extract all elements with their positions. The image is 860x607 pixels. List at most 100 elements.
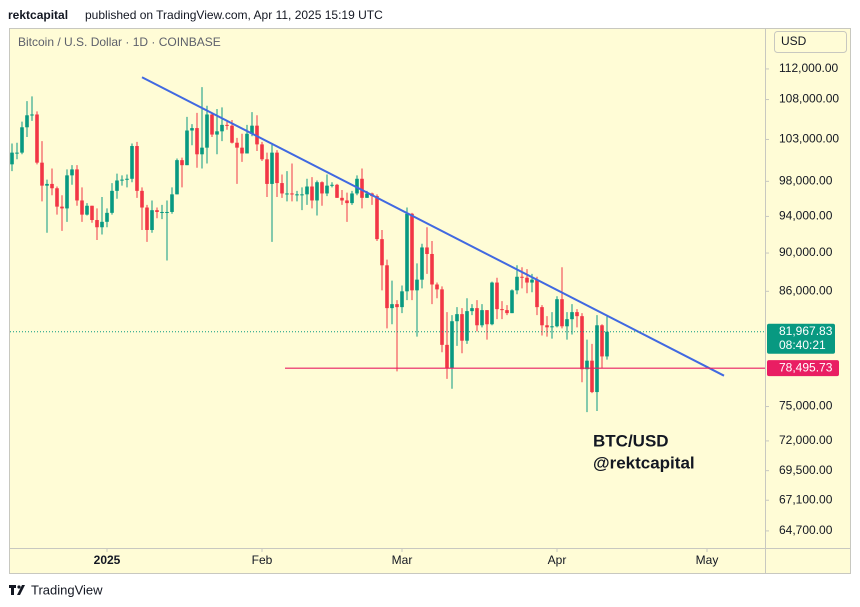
candle-body bbox=[420, 247, 424, 280]
candle-body bbox=[515, 276, 519, 291]
candle-body bbox=[225, 124, 229, 126]
candle-body bbox=[90, 205, 94, 221]
candle-body bbox=[465, 311, 469, 341]
y-tick-label: 86,000.00 bbox=[779, 283, 833, 297]
candle-body bbox=[180, 160, 184, 166]
candle-body bbox=[215, 131, 219, 135]
candle-body bbox=[275, 152, 279, 184]
candle-body bbox=[560, 299, 564, 327]
candle-body bbox=[450, 321, 454, 369]
y-tick-label: 98,000.00 bbox=[779, 174, 833, 188]
y-tick-label: 72,000.00 bbox=[779, 433, 833, 447]
candle-body bbox=[240, 147, 244, 154]
candle-body bbox=[580, 316, 584, 370]
candle-body bbox=[10, 152, 14, 165]
candle-body bbox=[405, 213, 409, 292]
candle-body bbox=[355, 178, 359, 194]
candle-body bbox=[250, 125, 254, 134]
candle-body bbox=[500, 309, 504, 311]
candle-body bbox=[320, 182, 324, 194]
candle-body bbox=[95, 220, 99, 228]
candle-body bbox=[300, 194, 304, 196]
candle-body bbox=[535, 279, 539, 308]
candle-body bbox=[425, 247, 429, 254]
candle-body bbox=[105, 212, 109, 222]
candle-body bbox=[205, 114, 209, 148]
publisher: rektcapital bbox=[8, 8, 68, 22]
plot-area bbox=[10, 76, 725, 413]
candle-body bbox=[490, 282, 494, 325]
candle-body bbox=[85, 205, 89, 215]
y-tick-label: 69,500.00 bbox=[779, 463, 833, 477]
candle-body bbox=[375, 196, 379, 240]
candle-body bbox=[470, 308, 474, 312]
candle-body bbox=[305, 186, 309, 195]
candle-body bbox=[475, 308, 479, 326]
candle-body bbox=[170, 194, 174, 212]
candle-body bbox=[360, 178, 364, 198]
candle-body bbox=[380, 239, 384, 266]
candle-body bbox=[185, 130, 189, 166]
y-tick-label: 94,000.00 bbox=[779, 209, 833, 223]
candle-body bbox=[115, 180, 119, 191]
candle-body bbox=[480, 310, 484, 326]
publish-info: published on TradingView.com, Apr 11, 20… bbox=[85, 8, 383, 22]
trendline bbox=[141, 76, 725, 377]
candle-body bbox=[350, 193, 354, 204]
candle-body bbox=[285, 193, 289, 195]
candle-body bbox=[325, 185, 329, 194]
candle-body bbox=[245, 133, 249, 154]
candle-body bbox=[20, 127, 24, 153]
candle-body bbox=[125, 178, 129, 180]
candle-body bbox=[265, 159, 269, 184]
candle-body bbox=[385, 265, 389, 309]
x-tick-label: Apr bbox=[548, 553, 567, 567]
candle-body bbox=[445, 344, 449, 369]
candle-body bbox=[605, 331, 609, 357]
y-tick-label: 64,700.00 bbox=[779, 523, 833, 537]
y-tick-label: 75,000.00 bbox=[779, 399, 833, 413]
candle-body bbox=[160, 211, 164, 213]
candle-body bbox=[175, 160, 179, 195]
candle-body bbox=[35, 114, 39, 163]
candle-body bbox=[505, 310, 509, 314]
candle-body bbox=[150, 210, 154, 230]
candle-body bbox=[335, 184, 339, 198]
candle-body bbox=[100, 221, 104, 228]
candle-body bbox=[15, 152, 19, 154]
candle-body bbox=[440, 289, 444, 345]
candle-body bbox=[145, 207, 149, 230]
candle-body bbox=[70, 169, 74, 176]
candle-body bbox=[510, 290, 514, 314]
candle-body bbox=[65, 175, 69, 209]
candle-body bbox=[230, 125, 234, 143]
candle-body bbox=[330, 184, 334, 186]
candle-body bbox=[60, 206, 64, 209]
candle-body bbox=[520, 276, 524, 278]
candle-body bbox=[595, 325, 599, 393]
candle-body bbox=[390, 304, 394, 309]
candle-body bbox=[80, 200, 84, 215]
candle-body bbox=[260, 144, 264, 160]
candle-body bbox=[25, 115, 29, 128]
chart-frame bbox=[9, 28, 851, 574]
candle-body bbox=[485, 310, 489, 325]
candle-body bbox=[280, 183, 284, 194]
candle-body bbox=[540, 307, 544, 326]
candle-body bbox=[340, 197, 344, 201]
candle-body bbox=[455, 314, 459, 322]
candle-body bbox=[430, 253, 434, 285]
candle-body bbox=[190, 128, 194, 131]
candle-body bbox=[255, 125, 259, 145]
candle-body bbox=[195, 128, 199, 155]
annotation: @rektcapital bbox=[593, 453, 695, 472]
candle-body bbox=[585, 360, 589, 370]
last-price-box bbox=[767, 323, 835, 354]
candle-body bbox=[495, 282, 499, 310]
candle-body bbox=[220, 124, 224, 132]
y-tick-label: 67,100.00 bbox=[779, 492, 833, 506]
y-tick-label: 103,000.00 bbox=[779, 132, 839, 146]
candle-body bbox=[575, 312, 579, 317]
candle-body bbox=[415, 279, 419, 291]
